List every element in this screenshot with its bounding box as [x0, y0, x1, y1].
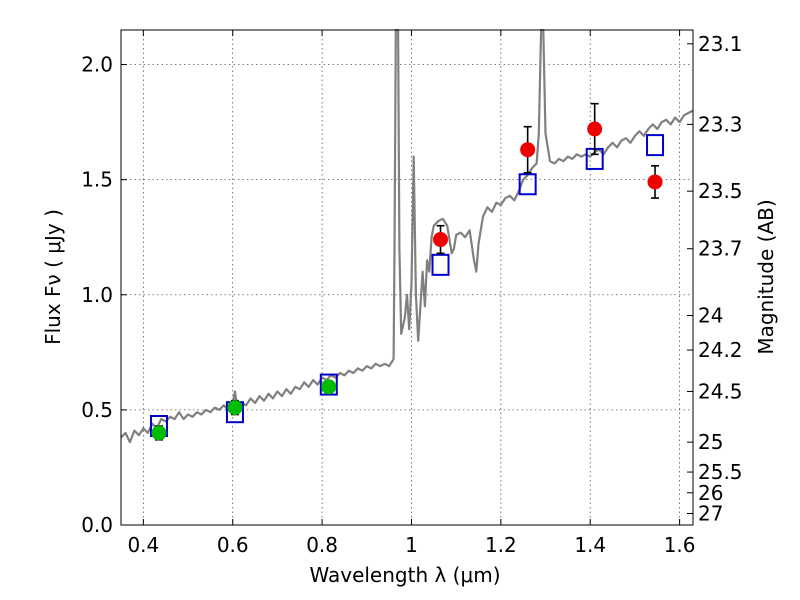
- mag-tick-label: 27: [698, 501, 723, 525]
- model-photometry-square: [646, 134, 665, 157]
- x-tick-label: 0.6: [217, 533, 249, 557]
- x-tick-label: 1.4: [574, 533, 606, 557]
- mag-tick-label: 25: [698, 430, 723, 454]
- y-tick-label: 0.0: [81, 513, 113, 537]
- observed-point: [151, 425, 167, 441]
- model-photometry-square: [319, 373, 338, 396]
- marker-layer: [149, 102, 665, 441]
- mag-tick-label: 24.2: [698, 338, 743, 362]
- mag-tick-label: 23.1: [698, 32, 743, 56]
- y-tick-label: 2.0: [81, 53, 113, 77]
- observed-point: [587, 121, 603, 137]
- y-tick-label: 1.5: [81, 168, 113, 192]
- observed-point: [520, 142, 536, 158]
- x-axis-label: Wavelength λ (μm): [309, 563, 500, 587]
- plot-frame: [120, 29, 694, 526]
- observed-point: [647, 174, 663, 190]
- model-photometry-square: [518, 173, 537, 196]
- x-tick-label: 1.2: [485, 533, 517, 557]
- observed-point: [227, 400, 243, 416]
- observed-point: [433, 232, 449, 248]
- y-axis-label: Flux Fν ( μJy ): [41, 209, 65, 345]
- mag-tick-label: 24: [698, 303, 723, 327]
- mag-tick-label: 24.5: [698, 379, 743, 403]
- x-tick-label: 0.4: [127, 533, 159, 557]
- mag-tick-label: 23.7: [698, 237, 743, 261]
- mag-tick-label: 25.5: [698, 460, 743, 484]
- model-photometry-square: [431, 253, 450, 276]
- right-axis-label: Magnitude (AB): [754, 199, 778, 354]
- x-tick-label: 0.8: [306, 533, 338, 557]
- mag-tick-label: 23.5: [698, 179, 743, 203]
- y-tick-label: 0.5: [81, 398, 113, 422]
- observed-point: [321, 379, 337, 395]
- y-tick-label: 1.0: [81, 283, 113, 307]
- x-tick-label: 1: [405, 533, 418, 557]
- mag-tick-label: 26: [698, 481, 723, 505]
- mag-tick-label: 23.3: [698, 112, 743, 136]
- tick-layer: 0.4 0.6 0.8 1 1.2 1.4 1.6 0.0 0.5 1.0 1.5 2.0 23.1 23…: [81, 30, 743, 557]
- x-tick-label: 1.6: [664, 533, 696, 557]
